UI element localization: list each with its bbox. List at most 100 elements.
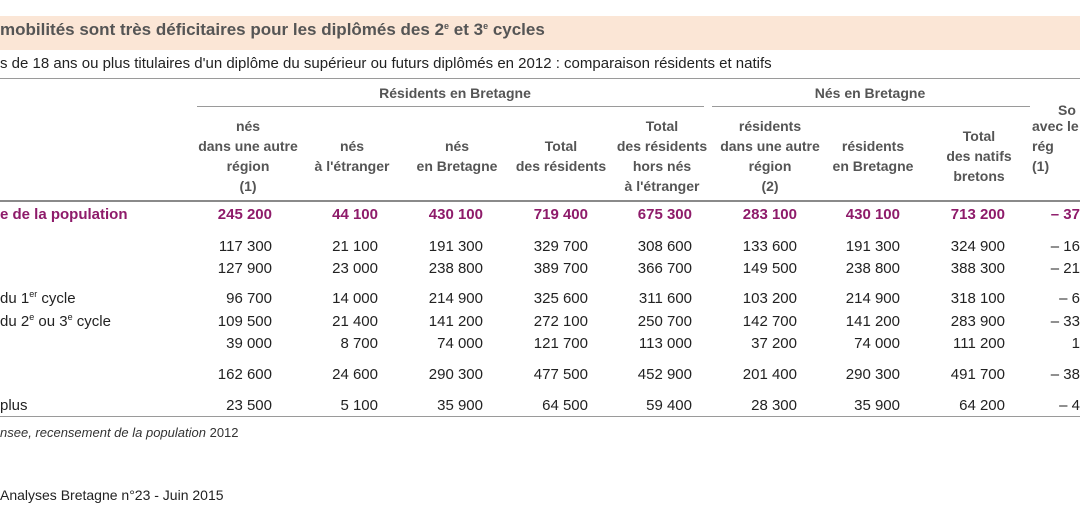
table-cell: 21 100 (332, 238, 378, 255)
table-cell: 214 900 (428, 290, 483, 307)
table-cell: 117 300 (218, 238, 272, 255)
group-header-residents: Résidents en Bretagne (379, 85, 531, 101)
table-cell: – 6 (1059, 290, 1080, 307)
table-cell: 713 200 (950, 206, 1005, 223)
column-header-line: résidents (738, 118, 802, 134)
table-cell: – 33 (1050, 313, 1080, 330)
table-cell: 109 500 (217, 313, 272, 330)
table-cell: 23 500 (226, 397, 272, 414)
table-cell: 491 700 (950, 366, 1005, 383)
column-header-line: Total (645, 118, 679, 134)
column-header-line: à l'étranger (624, 178, 700, 194)
column-header-line: des résidents (515, 158, 607, 174)
table-cell: – 16 (1050, 238, 1080, 255)
column-header-line: hors nés (632, 158, 692, 174)
column-header-line: nés (235, 118, 261, 134)
table-cell: 1 (1071, 335, 1080, 352)
table-cell: – 4 (1059, 397, 1080, 414)
group-header-solde: So (1058, 102, 1076, 118)
column-header-line: à l'étranger (314, 158, 390, 174)
table-cell: 96 700 (226, 290, 272, 307)
table-cell: 366 700 (637, 260, 692, 277)
table-cell: 141 200 (845, 313, 900, 330)
column-header-line: région (226, 158, 270, 174)
table-cell: 318 100 (950, 290, 1005, 307)
table-cell: – 38 (1050, 366, 1080, 383)
table-cell: 59 400 (646, 397, 692, 414)
table-cell: 329 700 (533, 238, 588, 255)
table-cell: 311 600 (638, 290, 692, 307)
table-cell: 283 100 (742, 206, 797, 223)
table-cell: 430 100 (428, 206, 483, 223)
column-header-line: des résidents (616, 138, 708, 154)
table-cell: 5 100 (340, 397, 378, 414)
table-cell: 719 400 (533, 206, 588, 223)
title-band (0, 16, 1080, 50)
column-header-line: dans une autre (198, 138, 298, 154)
table-cell: 290 300 (845, 366, 900, 383)
column-header-3: nés en Bretagne (397, 136, 517, 176)
table-cell: 191 300 (845, 238, 900, 255)
table-cell: 238 800 (845, 260, 900, 277)
table-cell: 388 300 (950, 260, 1005, 277)
table-cell: 325 600 (533, 290, 588, 307)
table-cell: 201 400 (742, 366, 797, 383)
column-header-line: des natifs (946, 148, 1012, 164)
column-header-line: (1) (239, 178, 257, 194)
column-header-line: bretons (953, 168, 1005, 184)
table-subtitle: s de 18 ans ou plus titulaires d'un dipl… (0, 55, 772, 72)
column-header-line: avec le (1032, 118, 1079, 134)
column-header-line: nés (339, 138, 365, 154)
column-header-line: en Bretagne (416, 158, 498, 174)
table-cell: – 21 (1050, 260, 1080, 277)
column-header-9: avec le rég (1) (1032, 116, 1079, 176)
table-cell: 74 000 (854, 335, 900, 352)
table-title: mobilités sont très déficitaires pour le… (0, 20, 545, 39)
table-cell: 113 000 (638, 335, 692, 352)
column-header-2: nés à l'étranger (292, 136, 412, 176)
header-bottom-rule (0, 200, 1080, 202)
table-cell: 477 500 (533, 366, 588, 383)
group-header-natifs: Nés en Bretagne (814, 85, 926, 101)
table-cell: 37 200 (751, 335, 797, 352)
column-header-line: résidents (841, 138, 905, 154)
column-header-8: Total des natifs bretons (919, 126, 1039, 186)
table-cell: 389 700 (533, 260, 588, 277)
table-cell: 452 900 (637, 366, 692, 383)
table-cell: – 37 (1050, 206, 1080, 223)
column-header-6: résidents dans une autre région (2) (710, 116, 830, 196)
table-cell: 250 700 (637, 313, 692, 330)
table-cell: 35 900 (854, 397, 900, 414)
table-cell: 64 500 (542, 397, 588, 414)
row-label: du 1er cycle (0, 289, 76, 308)
table-cell: 245 200 (217, 206, 272, 223)
column-header-line: Total (544, 138, 578, 154)
table-cell: 74 000 (437, 335, 483, 352)
column-header-line: nés (444, 138, 470, 154)
source-note: nsee, recensement de la population 2012 (0, 425, 239, 440)
table-cell: 121 700 (533, 335, 588, 352)
table-cell: 191 300 (428, 238, 483, 255)
table-cell: 103 200 (742, 290, 797, 307)
column-header-line: région (748, 158, 792, 174)
table-cell: 308 600 (637, 238, 692, 255)
table-cell: 214 900 (845, 290, 900, 307)
column-header-line: (2) (761, 178, 779, 194)
table-cell: 141 200 (428, 313, 483, 330)
column-header-1: nés dans une autre région (1) (188, 116, 308, 196)
table-cell: 272 100 (533, 313, 588, 330)
table-cell: 238 800 (428, 260, 483, 277)
footer-publication: Analyses Bretagne n°23 - Juin 2015 (0, 487, 224, 503)
table-cell: 430 100 (845, 206, 900, 223)
table-cell: 111 200 (953, 335, 1005, 352)
column-header-7: résidents en Bretagne (813, 136, 933, 176)
table-cell: 127 900 (217, 260, 272, 277)
column-header-line: Total (962, 128, 996, 144)
table-cell: 44 100 (332, 206, 378, 223)
table-cell: 283 900 (950, 313, 1005, 330)
row-label: plus (0, 397, 28, 414)
group-rule-natifs (712, 106, 1030, 107)
table-cell: 35 900 (437, 397, 483, 414)
table-cell: 149 500 (742, 260, 797, 277)
table-cell: 64 200 (959, 397, 1005, 414)
